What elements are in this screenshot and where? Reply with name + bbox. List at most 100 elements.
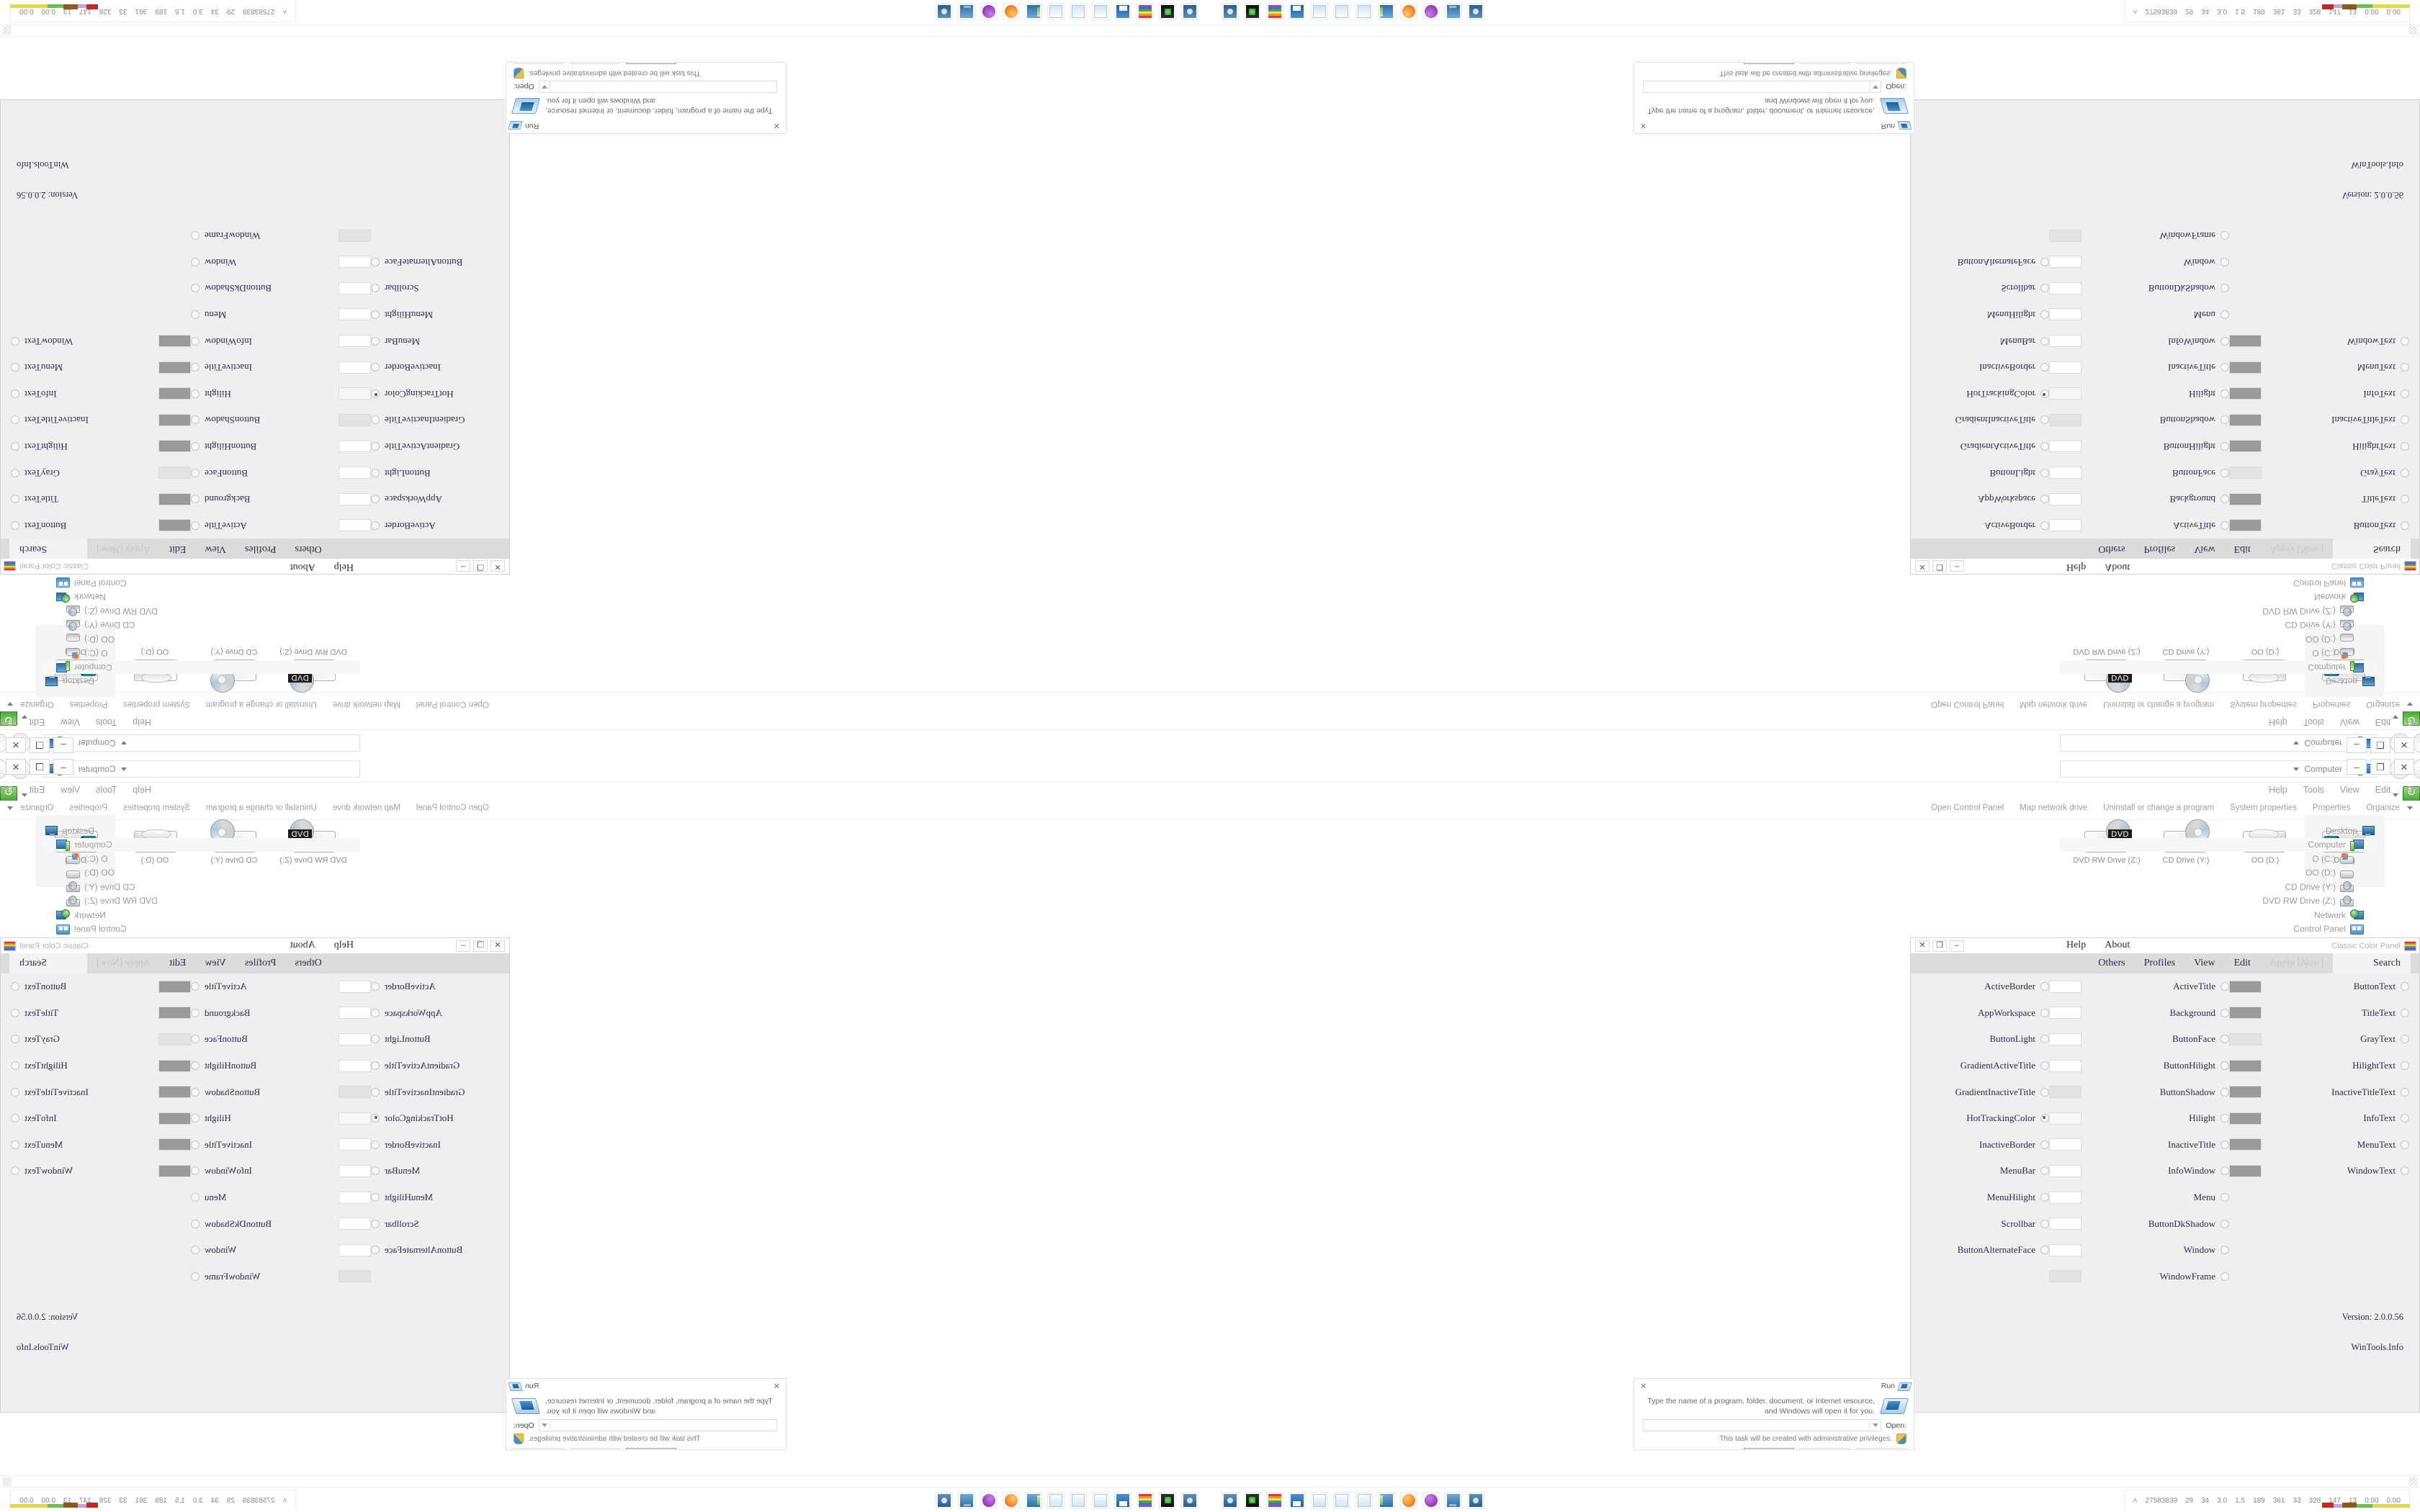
color-swatch[interactable] (339, 387, 371, 400)
color-option[interactable]: ButtonLight (371, 1026, 508, 1053)
color-swatch[interactable] (2229, 519, 2262, 532)
radio-button[interactable] (2040, 1166, 2049, 1176)
color-swatch[interactable] (2229, 335, 2262, 348)
color-swatch[interactable] (339, 361, 371, 374)
color-option[interactable]: ButtonText (2265, 512, 2409, 539)
color-option[interactable]: Background (191, 486, 335, 513)
color-swatch[interactable] (2229, 1164, 2262, 1177)
color-swatch[interactable] (339, 256, 371, 269)
radio-button[interactable] (11, 1035, 19, 1044)
color-option[interactable]: InactiveTitle (2085, 354, 2229, 381)
chevron-down-icon[interactable] (539, 1420, 550, 1431)
chevron-down-icon[interactable] (2393, 793, 2398, 797)
tree-item[interactable]: Network (43, 908, 360, 922)
color-option[interactable]: InactiveTitle (191, 354, 335, 381)
color-option[interactable]: AppWorkspace (1912, 1000, 2049, 1027)
taskbar-rainbow-color-icon[interactable] (1137, 3, 1154, 20)
color-swatch[interactable] (2229, 492, 2262, 505)
taskbar-camera-icon[interactable] (1181, 1492, 1198, 1509)
explorer-menu-item-tools[interactable]: Tools (96, 717, 117, 727)
taskbar-display-settings-icon[interactable] (1378, 3, 1395, 20)
color-swatch[interactable] (2049, 1164, 2081, 1177)
run-cancel-button[interactable]: Cancel (570, 1448, 620, 1450)
radio-button[interactable] (191, 1008, 200, 1017)
radio-button[interactable] (11, 336, 19, 346)
radio-button[interactable] (2401, 1114, 2409, 1123)
radio-button[interactable] (371, 310, 380, 319)
restore-button[interactable]: ❐ (1932, 940, 1947, 952)
tree-item[interactable]: DVD RW Drive (Z:) (43, 894, 360, 909)
color-option[interactable]: MenuHilight (371, 1184, 508, 1211)
tree-item[interactable]: O (C:) (2060, 852, 2377, 866)
radio-button[interactable] (191, 336, 200, 346)
color-option[interactable]: MenuText (11, 1132, 155, 1158)
radio-button[interactable] (2220, 1114, 2229, 1123)
color-swatch[interactable] (2049, 1059, 2081, 1072)
color-option[interactable]: AppWorkspace (371, 486, 508, 513)
radio-button[interactable] (371, 284, 380, 293)
chevron-down-icon[interactable] (2293, 741, 2300, 745)
radio-button[interactable] (2220, 257, 2229, 266)
color-option[interactable]: GrayText (11, 459, 155, 486)
color-option[interactable]: HotTrackingColor (1912, 1105, 2049, 1132)
color-swatch[interactable] (2049, 1218, 2081, 1230)
color-option[interactable]: MenuText (2265, 1132, 2409, 1158)
color-option[interactable]: Background (2085, 1000, 2229, 1027)
command-bar-item-uninstall-or-change-a-program[interactable]: Uninstall or change a program (205, 804, 317, 812)
radio-button[interactable] (2220, 495, 2229, 504)
color-swatch[interactable] (2229, 361, 2262, 374)
radio-button[interactable] (371, 521, 380, 530)
resize-grip[interactable] (2408, 1477, 2417, 1486)
radio-button[interactable] (11, 468, 19, 477)
taskbar-display-settings-icon[interactable] (1025, 1492, 1042, 1509)
command-bar-item-organize[interactable]: Organize (2366, 804, 2413, 812)
color-option[interactable]: AppWorkspace (371, 1000, 508, 1027)
radio-button[interactable] (2220, 415, 2229, 425)
chevron-up-icon[interactable]: ˄ (282, 1496, 287, 1505)
color-swatch[interactable] (158, 519, 191, 532)
color-option[interactable]: Menu (191, 302, 335, 328)
color-option[interactable]: WindowFrame (191, 1264, 335, 1290)
radio-button[interactable] (2401, 982, 2409, 991)
color-swatch[interactable] (2049, 1191, 2081, 1204)
color-option[interactable]: ButtonAlternateFace (1912, 1237, 2049, 1264)
color-swatch[interactable] (339, 1191, 371, 1204)
color-option[interactable]: ButtonDkShadow (2085, 275, 2229, 302)
radio-button[interactable] (2040, 415, 2049, 425)
color-option[interactable]: ButtonShadow (191, 1079, 335, 1105)
taskbar-rainbow-color-icon[interactable] (1137, 1492, 1154, 1509)
color-option[interactable]: GradientInactiveTitle (371, 1079, 508, 1105)
tree-item[interactable]: Control Panel (43, 922, 360, 937)
color-swatch[interactable] (339, 1059, 371, 1072)
color-swatch[interactable] (2049, 387, 2081, 400)
resize-grip[interactable] (3, 1477, 12, 1486)
explorer-menu-item-edit[interactable]: Edit (2375, 785, 2391, 795)
restore-button[interactable]: ❐ (473, 560, 488, 572)
taskbar-terminal-icon[interactable] (1159, 1492, 1176, 1509)
close-button[interactable]: ✕ (490, 560, 505, 572)
color-option[interactable]: HotTrackingColor (371, 1105, 508, 1132)
radio-button[interactable] (191, 389, 200, 398)
taskbar-computer-icon[interactable] (958, 1492, 975, 1509)
taskbar-purple-browser-icon[interactable] (980, 3, 998, 20)
color-swatch[interactable] (339, 980, 371, 993)
color-option[interactable]: MenuHilight (371, 302, 508, 328)
command-bar-item-map-network-drive[interactable]: Map network drive (332, 804, 400, 812)
close-button[interactable]: ✕ (1915, 940, 1930, 952)
color-option[interactable]: ActiveTitle (191, 512, 335, 539)
tree-item[interactable]: O (C:) (43, 647, 360, 661)
radio-button[interactable] (191, 257, 200, 266)
color-option[interactable]: WindowText (2265, 1158, 2409, 1184)
color-option[interactable]: Window (2085, 1237, 2229, 1264)
color-option[interactable]: HilightText (11, 433, 155, 460)
radio-button[interactable] (2040, 1140, 2049, 1149)
radio-button[interactable] (191, 468, 200, 477)
radio-button[interactable] (2401, 1035, 2409, 1044)
ccp-menu-item-edit[interactable]: Edit (2233, 958, 2251, 968)
chevron-down-icon[interactable] (1870, 1420, 1881, 1431)
radio-button[interactable] (2401, 1061, 2409, 1071)
minimize-button[interactable]: – (53, 759, 73, 775)
command-bar-item-properties[interactable]: Properties (2312, 804, 2351, 812)
radio-button[interactable] (191, 363, 200, 372)
color-option[interactable]: GradientActiveTitle (371, 1053, 508, 1079)
